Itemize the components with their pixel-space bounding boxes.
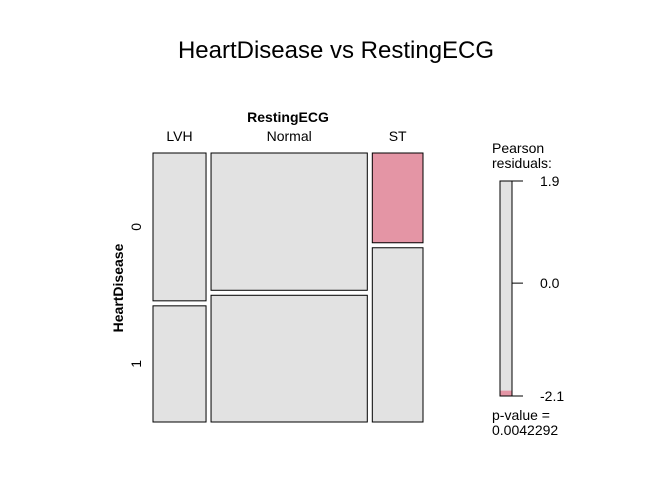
tile-normal-0: [210, 152, 368, 291]
residual-legend: Pearson residuals: 1.90.0-2.1 p-value = …: [492, 140, 564, 438]
tile-lvh-0: [152, 152, 207, 302]
column-labels: LVH Normal ST: [166, 128, 407, 144]
pvalue-label: p-value =: [492, 407, 550, 423]
legend-label-mid: 0.0: [540, 275, 560, 291]
tile-st-1: [371, 247, 424, 423]
legend-label-max: 1.9: [540, 173, 560, 189]
legend-ticks: 1.9 0.0 -2.1: [500, 173, 564, 404]
legend-title-line2: residuals:: [492, 155, 552, 171]
legend-negative-band: [500, 390, 512, 396]
column-label-lvh: LVH: [166, 128, 192, 144]
row-label-0: 0: [128, 223, 144, 231]
column-variable-label: RestingECG: [247, 109, 329, 125]
column-label-st: ST: [389, 128, 407, 144]
row-label-1: 1: [128, 360, 144, 368]
legend-label-min: -2.1: [540, 388, 564, 404]
tile-st-0: [371, 152, 424, 244]
row-labels: 01: [128, 223, 144, 368]
pvalue-value: 0.0042292: [492, 422, 558, 438]
tile-normal-1: [210, 294, 368, 423]
legend-neutral-band: [500, 181, 512, 396]
mosaic-tiles: [152, 152, 424, 423]
row-variable-label: HeartDisease: [110, 243, 126, 332]
chart-title: HeartDisease vs RestingECG: [178, 37, 494, 64]
tile-lvh-1: [152, 305, 207, 423]
column-label-normal: Normal: [267, 128, 312, 144]
legend-color-bar: [499, 180, 513, 397]
legend-title-line1: Pearson: [492, 140, 544, 156]
